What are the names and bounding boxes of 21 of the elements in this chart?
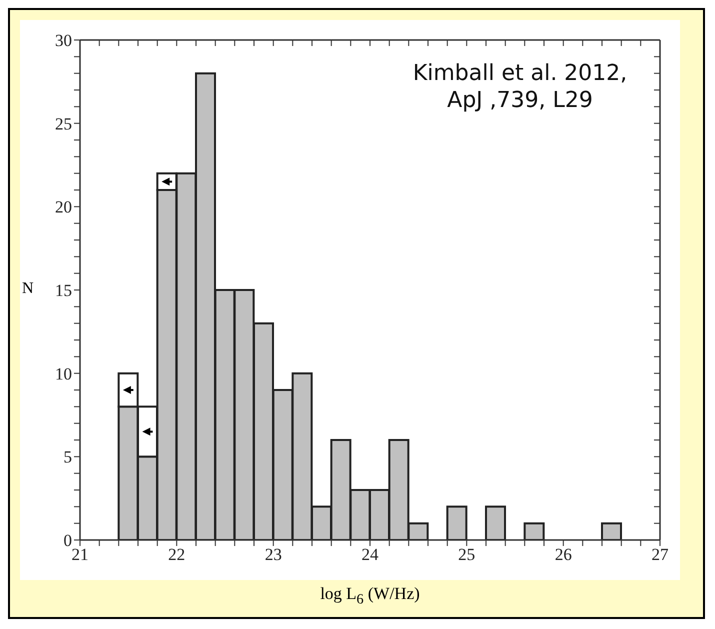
bar (601, 522, 622, 540)
y-tick-label: 15 (55, 281, 72, 300)
bar (524, 522, 545, 540)
x-tick-label: 26 (554, 545, 572, 564)
x-tick-label: 24 (362, 545, 379, 564)
x-axis-title: log L$_{6}$ (W/Hz) (319, 584, 421, 608)
y-tick-label: 0 (64, 531, 72, 550)
x-tick-label: 21 (72, 545, 88, 564)
y-axis-title: N (22, 280, 34, 298)
x-tick-label: 27 (652, 545, 669, 564)
y-tick-label: 5 (64, 448, 72, 467)
y-tick-label: 20 (55, 198, 72, 217)
y-tick-label: 30 (55, 31, 72, 50)
y-tick-label: 10 (55, 364, 72, 384)
y-tick-label: 25 (55, 114, 72, 134)
bar (446, 506, 468, 540)
annotation: Kimball et al. 2012, ApJ ,739, L29 (412, 60, 628, 114)
x-tick-label: 25 (458, 545, 476, 564)
bar (485, 506, 506, 540)
x-tick-label: 23 (264, 545, 282, 564)
x-tick-label: 22 (168, 545, 186, 564)
